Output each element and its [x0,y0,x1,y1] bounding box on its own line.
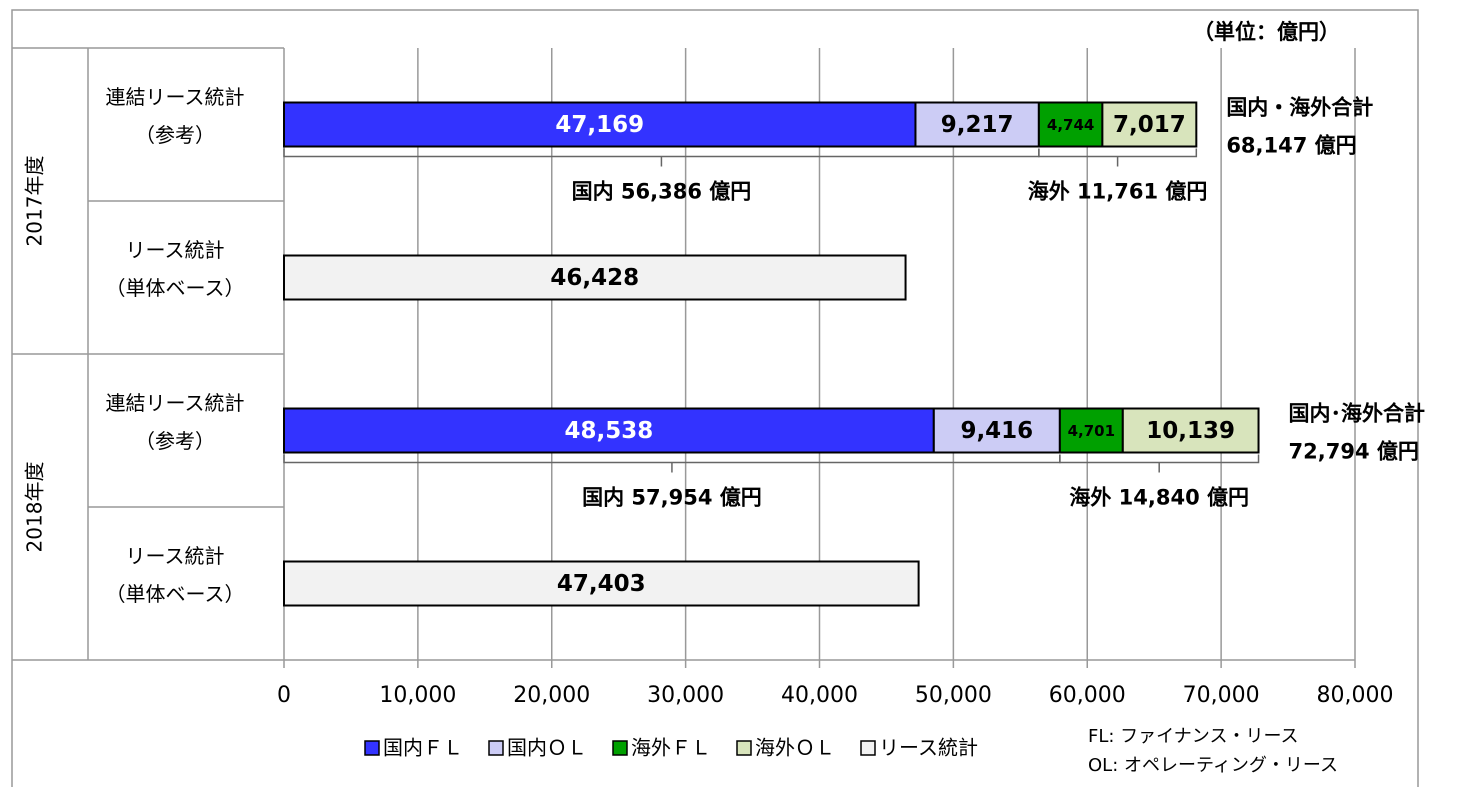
data-label: 47,403 [557,571,646,597]
legend-swatch [860,740,876,756]
total-label: 国内・海外合計 [1226,96,1373,120]
legend-label: 海外ＯＬ [755,736,835,760]
data-label: 9,217 [941,112,1014,138]
data-label: 7,017 [1113,112,1186,138]
data-label: 9,416 [960,418,1033,444]
category-label: 連結リース統計 [106,85,245,109]
total-label: 国内･海外合計 [1289,402,1426,426]
category-label: （単体ベース） [106,276,245,300]
legend-label: 国内ＯＬ [507,736,587,760]
x-tick-label: 40,000 [781,683,858,708]
bracket-label: 海外 14,840 億円 [1069,486,1249,510]
legend-label: リース統計 [879,736,978,760]
bar-segment [914,101,1040,148]
total-label: 72,794 億円 [1289,440,1419,464]
category-label: リース統計 [126,544,225,568]
x-tick-label: 10,000 [379,683,456,708]
bracket-label: 国内 57,954 億円 [582,486,762,510]
bracket [283,148,1040,158]
legend-swatch [364,740,380,756]
category-label: （単体ベース） [106,582,245,606]
bar-segment [283,560,920,607]
category-label: 連結リース統計 [106,391,245,415]
unit-label: （単位：億円） [1193,20,1340,44]
data-label: 46,428 [550,265,639,291]
bar-segment [1058,407,1124,454]
data-label: 48,538 [565,418,654,444]
data-label: 4,744 [1047,116,1094,134]
note: FL: ファイナンス・リース [1088,726,1299,747]
category-label: （参考） [135,429,215,453]
bracket [1059,454,1260,464]
legend-label: 国内ＦＬ [383,736,463,760]
data-label: 47,169 [555,112,644,138]
total-label: 68,147 億円 [1226,134,1356,158]
x-tick-label: 50,000 [915,683,992,708]
bar-segment [1101,101,1198,148]
data-label: 4,701 [1068,422,1115,440]
group-label: 2018年度 [23,462,47,553]
legend-swatch [612,740,628,756]
category-label: リース統計 [126,238,225,262]
note: OL: オペレーティング・リース [1088,755,1338,776]
bracket-label: 国内 56,386 億円 [572,180,752,204]
x-tick-label: 70,000 [1183,683,1260,708]
bar-segment [283,254,907,301]
bracket [283,454,1061,464]
x-tick-label: 30,000 [647,683,724,708]
x-tick-label: 80,000 [1317,683,1394,708]
x-tick-label: 20,000 [513,683,590,708]
x-tick-label: 60,000 [1049,683,1126,708]
legend-swatch [736,740,752,756]
bracket-label: 海外 11,761 億円 [1028,180,1208,204]
chart-border [11,9,1419,787]
category-label: （参考） [135,123,215,147]
data-label: 10,139 [1146,418,1235,444]
bar-segment [283,407,935,454]
legend-label: 海外ＦＬ [631,736,711,760]
bracket [1038,148,1198,158]
legend-swatch [488,740,504,756]
group-label: 2017年度 [23,156,47,247]
bar-segment [1037,101,1104,148]
bar-segment [283,101,917,148]
bar-segment [1121,407,1260,454]
x-tick-label: 0 [277,683,291,708]
